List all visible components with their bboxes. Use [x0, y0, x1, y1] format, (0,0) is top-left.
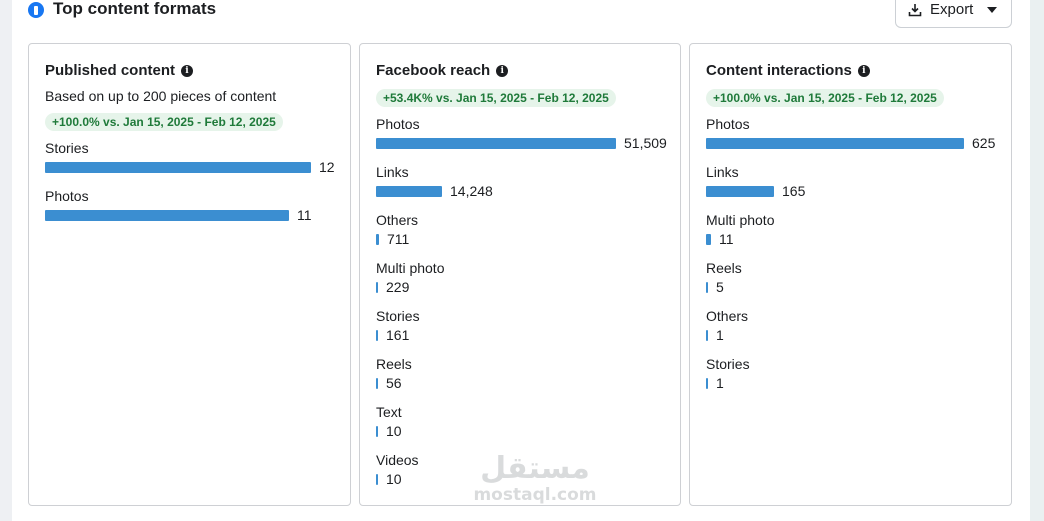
card-subtitle: Based on up to 200 pieces of content	[45, 88, 277, 104]
chevron-down-icon	[987, 6, 998, 13]
card-published-content: Published content i Based on up to 200 p…	[28, 43, 351, 506]
bar-label: Photos	[706, 116, 750, 132]
card-title-text: Facebook reach	[376, 62, 491, 79]
bar-label: Links	[706, 164, 739, 180]
page-background-left	[0, 0, 12, 521]
bar-value: 161	[386, 327, 410, 343]
bar-label: Videos	[376, 452, 419, 468]
bar-value: 711	[387, 231, 410, 247]
bar[interactable]	[376, 138, 616, 149]
card-title: Published content i	[45, 62, 194, 79]
bar[interactable]	[376, 234, 379, 245]
bar-value: 14,248	[450, 183, 493, 199]
download-icon	[908, 3, 922, 17]
card-title: Content interactions i	[706, 62, 870, 79]
bar-label: Others	[376, 212, 419, 228]
bar[interactable]	[376, 474, 378, 485]
info-icon[interactable]: i	[857, 64, 870, 77]
bar[interactable]	[706, 282, 708, 293]
bar-value: 11	[297, 207, 312, 223]
bar-label: Links	[376, 164, 409, 180]
change-badge: +53.4K% vs. Jan 15, 2025 - Feb 12, 2025	[376, 89, 616, 107]
bar[interactable]	[706, 138, 964, 149]
bar[interactable]	[706, 234, 711, 245]
bar-label: Photos	[45, 188, 89, 204]
bar-label: Stories	[45, 140, 89, 156]
bar[interactable]	[706, 378, 708, 389]
bar-value: 56	[386, 375, 402, 391]
bar-value: 10	[386, 423, 402, 439]
panel-title: Top content formats	[53, 0, 217, 18]
bar-value: 165	[782, 183, 806, 199]
bar-value: 51,509	[624, 135, 667, 151]
bar-label: Reels	[706, 260, 742, 276]
bar[interactable]	[706, 330, 708, 341]
bar[interactable]	[376, 426, 378, 437]
bar[interactable]	[45, 162, 311, 173]
bar-label: Stories	[376, 308, 420, 324]
bar-label: Multi photo	[706, 212, 775, 228]
card-title-text: Content interactions	[706, 62, 852, 79]
bar[interactable]	[376, 282, 378, 293]
bar-label: Multi photo	[376, 260, 445, 276]
facebook-icon	[28, 2, 44, 18]
bar-value: 1	[716, 327, 724, 343]
bar[interactable]	[376, 378, 378, 389]
page-background-right	[1030, 0, 1044, 521]
bar-label: Others	[706, 308, 749, 324]
card-content-interactions: Content interactions i +100.0% vs. Jan 1…	[689, 43, 1012, 506]
export-label: Export	[930, 1, 974, 18]
export-button[interactable]: Export	[895, 0, 1012, 28]
bar-value: 10	[386, 471, 402, 487]
bar-label: Photos	[376, 116, 420, 132]
change-badge: +100.0% vs. Jan 15, 2025 - Feb 12, 2025	[45, 113, 283, 131]
card-title: Facebook reach i	[376, 62, 509, 79]
bar[interactable]	[376, 330, 378, 341]
bar-value: 625	[972, 135, 996, 151]
change-badge: +100.0% vs. Jan 15, 2025 - Feb 12, 2025	[706, 89, 944, 107]
bar-label: Text	[376, 404, 402, 420]
bar-value: 229	[386, 279, 410, 295]
info-icon[interactable]: i	[181, 64, 194, 77]
bar[interactable]	[706, 186, 774, 197]
bar[interactable]	[376, 186, 442, 197]
bar-value: 1	[716, 375, 724, 391]
bar-value: 11	[719, 231, 734, 247]
bar-value: 5	[716, 279, 724, 295]
bar-label: Reels	[376, 356, 412, 372]
bar-value: 12	[319, 159, 335, 175]
info-icon[interactable]: i	[496, 64, 509, 77]
panel-header: Top content formats Export	[12, 0, 1030, 32]
bar[interactable]	[45, 210, 289, 221]
card-facebook-reach: Facebook reach i +53.4K% vs. Jan 15, 202…	[359, 43, 681, 506]
top-content-formats-panel: Top content formats Export Published con…	[12, 0, 1030, 521]
bar-label: Stories	[706, 356, 750, 372]
card-title-text: Published content	[45, 62, 176, 79]
